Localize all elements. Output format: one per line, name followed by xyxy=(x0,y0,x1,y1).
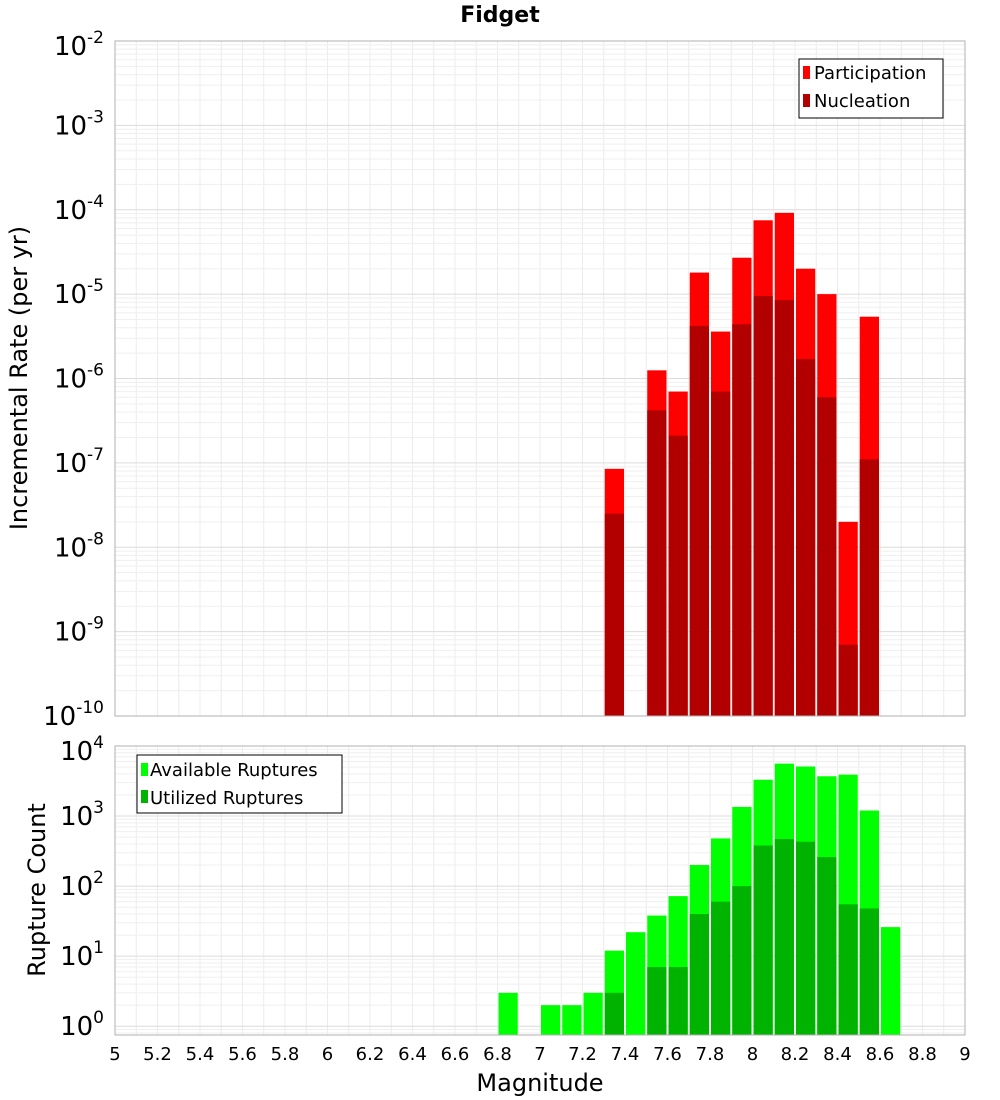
utilized-ruptures-bar xyxy=(774,839,794,1035)
utilized-ruptures-bar xyxy=(838,904,858,1035)
top-y-tick-label: 10-8 xyxy=(54,529,104,563)
bottom-legend-box xyxy=(136,754,343,814)
nucleation-bar xyxy=(732,324,752,716)
top-y-axis-label: Incremental Rate (per yr) xyxy=(5,226,33,530)
nucleation-bar xyxy=(604,513,624,716)
top-y-tick-label: 10-7 xyxy=(54,445,104,479)
x-tick-label: 6 xyxy=(322,1044,333,1065)
available-ruptures-bar xyxy=(562,1005,582,1035)
utilized-ruptures-bar xyxy=(668,967,688,1035)
x-tick-label: 6.2 xyxy=(356,1044,385,1065)
bottom-legend: Available Ruptures Utilized Ruptures xyxy=(136,754,343,814)
x-tick-label: 5.4 xyxy=(186,1044,215,1065)
x-tick-label: 5 xyxy=(109,1044,120,1065)
available-ruptures-legend-label: Available Ruptures xyxy=(150,760,318,781)
nucleation-bar xyxy=(668,435,688,716)
top-legend-box xyxy=(798,58,944,119)
top-chart: 10-10 10-9 10-8 10-7 10-6 10-5 10-4 10-3 10-2 In… xyxy=(5,28,966,732)
nucleation-bar xyxy=(838,644,858,716)
bottom-y-tick-label: 102 xyxy=(60,868,104,902)
bottom-y-tick-labels: 100 101 102 103 104 xyxy=(60,733,104,1042)
available-ruptures-bar xyxy=(583,992,603,1035)
x-tick-label: 8.4 xyxy=(823,1044,852,1065)
chart-title: Fidget xyxy=(460,3,540,28)
utilized-ruptures-bar xyxy=(604,992,624,1035)
nucleation-bar xyxy=(647,410,667,716)
top-y-tick-label: 10-10 xyxy=(43,698,104,732)
x-tick-label: 5.2 xyxy=(143,1044,172,1065)
x-tick-label: 7.6 xyxy=(653,1044,682,1065)
nucleation-legend-swatch xyxy=(803,94,810,107)
bottom-y-tick-label: 100 xyxy=(60,1008,104,1042)
utilized-ruptures-bar xyxy=(753,845,773,1035)
x-tick-label: 7.2 xyxy=(568,1044,597,1065)
available-ruptures-legend-swatch xyxy=(141,763,148,776)
utilized-ruptures-bar xyxy=(817,857,837,1035)
top-y-tick-label: 10-4 xyxy=(54,192,104,226)
top-y-tick-label: 10-5 xyxy=(54,276,104,310)
x-tick-label: 6.6 xyxy=(441,1044,470,1065)
x-tick-label: 6.4 xyxy=(398,1044,427,1065)
x-tick-label: 6.8 xyxy=(483,1044,512,1065)
nucleation-bar xyxy=(753,296,773,716)
utilized-ruptures-bar xyxy=(647,967,667,1035)
participation-legend-swatch xyxy=(803,66,810,79)
available-ruptures-bar xyxy=(626,932,646,1035)
bottom-bars xyxy=(498,763,901,1035)
top-y-tick-label: 10-3 xyxy=(54,107,104,141)
x-tick-label: 8.6 xyxy=(866,1044,895,1065)
utilized-ruptures-bar xyxy=(859,908,879,1035)
x-tick-label: 8.8 xyxy=(908,1044,937,1065)
nucleation-bar xyxy=(817,397,837,716)
nucleation-bar xyxy=(774,300,794,716)
top-y-tick-label: 10-6 xyxy=(54,361,104,395)
x-tick-label: 8.2 xyxy=(781,1044,810,1065)
x-tick-label: 8 xyxy=(747,1044,758,1065)
x-tick-label: 5.8 xyxy=(271,1044,300,1065)
nucleation-bar xyxy=(796,359,816,716)
utilized-ruptures-bar xyxy=(711,901,731,1035)
utilized-ruptures-bar xyxy=(689,914,709,1035)
nucleation-bar xyxy=(711,391,731,716)
nucleation-bar xyxy=(859,459,879,716)
nucleation-bar xyxy=(689,325,709,716)
x-tick-label: 5.6 xyxy=(228,1044,257,1065)
bottom-y-tick-label: 101 xyxy=(60,938,104,972)
x-tick-label: 7 xyxy=(534,1044,545,1065)
available-ruptures-bar xyxy=(541,1005,561,1035)
x-tick-label: 7.4 xyxy=(611,1044,640,1065)
bottom-y-tick-label: 103 xyxy=(60,798,104,832)
top-bars xyxy=(604,212,879,717)
available-ruptures-bar xyxy=(498,992,518,1035)
utilized-ruptures-bar xyxy=(796,841,816,1035)
nucleation-legend-label: Nucleation xyxy=(814,91,910,112)
x-tick-labels: 5 5.2 5.4 5.6 5.8 6 6.2 6.4 6.6 6.8 7 7.2 7.4 7.6 7.8 8… xyxy=(109,1044,970,1065)
top-grid xyxy=(115,41,965,716)
utilized-ruptures-legend-label: Utilized Ruptures xyxy=(150,788,303,809)
bottom-y-tick-label: 104 xyxy=(60,733,104,767)
bottom-y-axis-label: Rupture Count xyxy=(23,803,51,977)
participation-legend-label: Participation xyxy=(814,63,926,84)
x-axis-label: Magnitude xyxy=(476,1069,603,1097)
utilized-ruptures-bar xyxy=(732,886,752,1035)
top-y-tick-label: 10-9 xyxy=(54,614,104,648)
utilized-ruptures-legend-swatch xyxy=(141,790,148,803)
top-plot-frame xyxy=(114,40,966,717)
bottom-plot-frame xyxy=(114,745,966,1036)
top-y-tick-label: 10-2 xyxy=(54,28,104,62)
top-legend: Participation Nucleation xyxy=(798,58,944,119)
available-ruptures-bar xyxy=(881,927,901,1035)
x-tick-label: 9 xyxy=(959,1044,970,1065)
top-y-tick-labels: 10-10 10-9 10-8 10-7 10-6 10-5 10-4 10-3 10-2 xyxy=(43,28,104,732)
x-tick-label: 7.8 xyxy=(696,1044,725,1065)
bottom-chart: 100 101 102 103 104 5 5.2 5.4 5.6 5.8 6 6.2 6.4 6.6 6… xyxy=(23,733,971,1097)
